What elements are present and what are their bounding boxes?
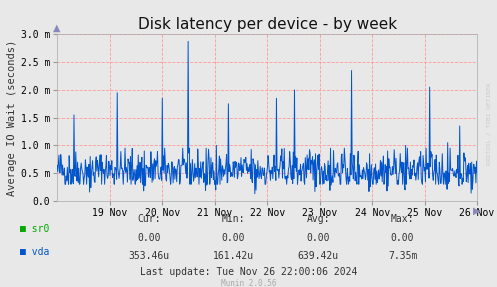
Text: Cur:: Cur: bbox=[137, 214, 161, 224]
Text: Last update: Tue Nov 26 22:00:06 2024: Last update: Tue Nov 26 22:00:06 2024 bbox=[140, 267, 357, 277]
Text: ▶: ▶ bbox=[473, 205, 481, 215]
Text: ■ vda: ■ vda bbox=[20, 247, 49, 257]
Text: 161.42u: 161.42u bbox=[213, 251, 254, 261]
Text: 0.00: 0.00 bbox=[222, 232, 246, 243]
Text: Min:: Min: bbox=[222, 214, 246, 224]
Y-axis label: Average IO Wait (seconds): Average IO Wait (seconds) bbox=[6, 40, 17, 196]
Text: ▲: ▲ bbox=[53, 23, 61, 33]
Text: ■ sr0: ■ sr0 bbox=[20, 224, 49, 234]
Text: 353.46u: 353.46u bbox=[129, 251, 169, 261]
Text: 0.00: 0.00 bbox=[306, 232, 330, 243]
Text: Max:: Max: bbox=[391, 214, 414, 224]
Title: Disk latency per device - by week: Disk latency per device - by week bbox=[138, 17, 397, 32]
Text: 0.00: 0.00 bbox=[391, 232, 414, 243]
Text: 0.00: 0.00 bbox=[137, 232, 161, 243]
Text: Munin 2.0.56: Munin 2.0.56 bbox=[221, 279, 276, 287]
Text: 639.42u: 639.42u bbox=[298, 251, 338, 261]
Text: 7.35m: 7.35m bbox=[388, 251, 417, 261]
Text: Avg:: Avg: bbox=[306, 214, 330, 224]
Text: RRDTOOL / TOBI OETIKER: RRDTOOL / TOBI OETIKER bbox=[486, 82, 491, 165]
